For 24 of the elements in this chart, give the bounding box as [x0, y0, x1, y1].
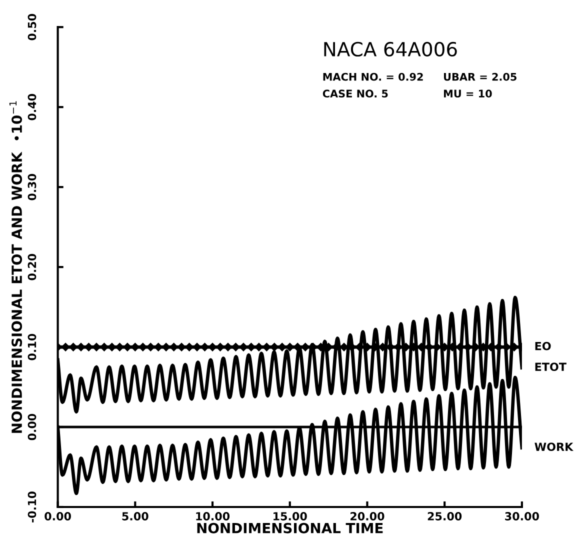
annotation: CASE NO. 5 — [322, 90, 388, 98]
series-label: ETOT — [535, 362, 566, 372]
annotation: MACH NO. = 0.92 — [323, 72, 423, 81]
x-axis-title: NONDIMENSIONAL TIME — [197, 522, 383, 534]
series-label: WORK — [534, 442, 574, 452]
y-tick-label: 0.40 — [28, 94, 36, 120]
x-tick-label: 30.00 — [505, 512, 539, 520]
y-tick-label: -0.10 — [28, 492, 36, 522]
x-tick-label: 15.00 — [274, 512, 307, 520]
x-tick-label: 10.00 — [196, 512, 230, 520]
y-tick-label: 0.10 — [28, 334, 36, 360]
annotation: MU = 10 — [444, 90, 492, 98]
y-tick-label: 0.20 — [28, 254, 36, 280]
y-tick-label: 0.00 — [28, 414, 36, 440]
x-tick-label: 25.00 — [428, 512, 462, 520]
x-tick-label: 5.00 — [122, 512, 148, 520]
series-label: EO — [535, 342, 551, 350]
x-tick-label: 20.00 — [350, 512, 384, 520]
text: NACA 64A006 — [324, 42, 457, 57]
y-tick-label: 0.50 — [28, 14, 36, 40]
x-tick-label: 0.00 — [44, 512, 71, 520]
y-axis-title: NONDIMENSIONAL ETOT AND WORK •10$^{−1}$ — [9, 101, 22, 433]
annotation: UBAR = 2.05 — [444, 72, 516, 81]
y-tick-label: 0.30 — [28, 174, 36, 200]
